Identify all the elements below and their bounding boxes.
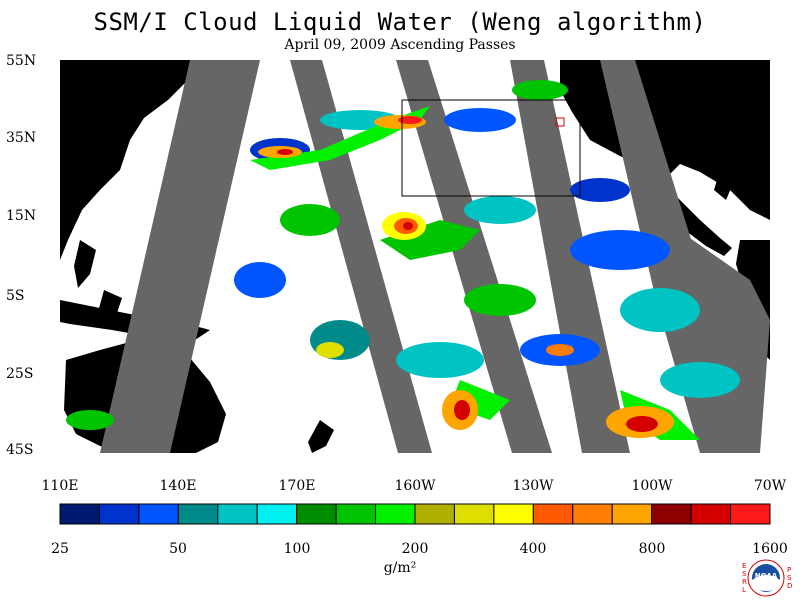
- svg-text:NOAA: NOAA: [755, 572, 778, 580]
- colorbar-swatch: [217, 503, 258, 525]
- lon-label-110e: 110E: [41, 478, 79, 494]
- lon-label-140e: 140E: [159, 478, 197, 494]
- colorbar-swatch: [493, 503, 534, 525]
- lat-label-45s: 45S: [6, 442, 34, 458]
- colorbar-swatch: [690, 503, 732, 525]
- colorbar-label-800: 800: [638, 541, 666, 557]
- lat-label-15n: 15N: [6, 208, 37, 224]
- lat-label-25s: 25S: [6, 366, 34, 382]
- colorbar-label-1600: 1600: [752, 541, 788, 557]
- colorbar-swatch: [375, 503, 416, 525]
- colorbar-swatch: [532, 503, 574, 525]
- lon-label-70w: 70W: [753, 478, 787, 494]
- lon-label-100w: 100W: [631, 478, 673, 494]
- region-box: [401, 99, 581, 197]
- lon-label-160w: 160W: [394, 478, 436, 494]
- colorbar-swatch: [730, 503, 771, 525]
- colorbar-swatch: [414, 503, 455, 525]
- svg-text:R: R: [742, 578, 747, 586]
- svg-text:E: E: [742, 562, 746, 570]
- cloud-clusters: [66, 80, 740, 440]
- map-subtitle: April 09, 2009 Ascending Passes: [284, 37, 516, 53]
- lat-label-35n: 35N: [6, 130, 37, 146]
- svg-text:P: P: [787, 566, 791, 574]
- noaa-logo: NOAA E S R L P S D: [742, 559, 792, 597]
- colorbar-label-50: 50: [169, 541, 187, 557]
- colorbar-swatch: [138, 503, 179, 525]
- colorbar-label-100: 100: [283, 541, 311, 557]
- colorbar-swatch: [611, 503, 653, 525]
- colorbar-swatch: [98, 503, 140, 525]
- colorbar: [59, 503, 771, 525]
- colorbar-label-25: 25: [51, 541, 69, 557]
- svg-text:S: S: [787, 574, 792, 582]
- lat-label-55n: 55N: [6, 53, 37, 69]
- region-box-small: [555, 117, 565, 127]
- colorbar-swatch: [651, 503, 692, 525]
- colorbar-swatch: [177, 503, 219, 525]
- colorbar-swatch: [572, 503, 613, 525]
- cloud-liquid-water-map: [60, 60, 770, 453]
- colorbar-swatch: [296, 503, 337, 525]
- map-title: SSM/I Cloud Liquid Water (Weng algorithm…: [93, 8, 707, 36]
- colorbar-label-400: 400: [519, 541, 547, 557]
- colorbar-swatch: [59, 503, 100, 525]
- colorbar-swatch: [453, 503, 495, 525]
- colorbar-swatch: [256, 503, 298, 525]
- lon-label-130w: 130W: [512, 478, 554, 494]
- lat-label-5s: 5S: [6, 288, 25, 304]
- svg-text:L: L: [742, 586, 746, 594]
- colorbar-swatch: [335, 503, 377, 525]
- colorbar-unit: g/m²: [383, 560, 417, 576]
- colorbar-label-200: 200: [401, 541, 429, 557]
- svg-text:S: S: [742, 570, 747, 578]
- svg-text:D: D: [787, 582, 792, 590]
- lon-label-170e: 170E: [278, 478, 316, 494]
